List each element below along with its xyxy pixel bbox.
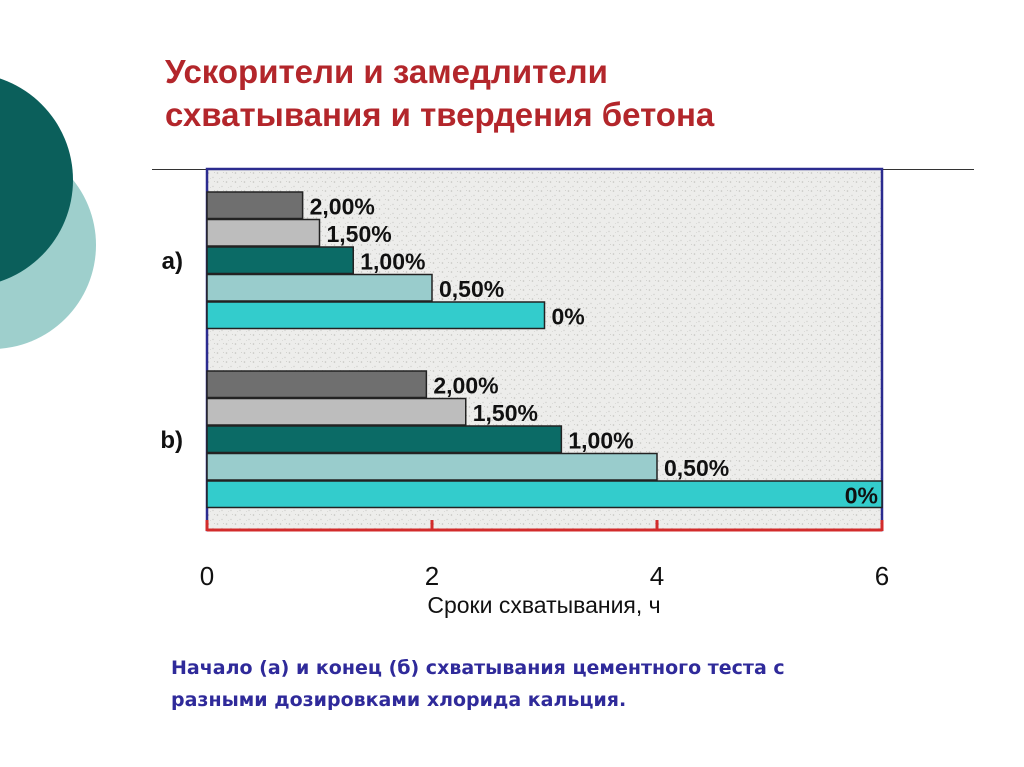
corner-decoration (0, 78, 96, 349)
slide-caption-line-1: Начало (а) и конец (б) схватывания цемен… (171, 657, 785, 679)
x-ticks-layer: 0 2 4 6 (200, 520, 889, 591)
bar (206, 480, 883, 509)
slide-title-line-1: Ускорители и замедлители (165, 53, 608, 90)
bar (206, 425, 563, 454)
x-tick-label: 4 (650, 561, 664, 591)
x-axis-title: Сроки схватывания, ч (427, 592, 660, 618)
bar (206, 370, 428, 399)
bar (206, 218, 321, 247)
bar-value-label: 0% (552, 303, 585, 329)
x-tick-label: 2 (425, 561, 439, 591)
bar (206, 246, 354, 275)
bar (206, 273, 433, 302)
group-label: a) (162, 248, 183, 275)
bar-value-label: 1,50% (327, 221, 392, 247)
x-tick-label: 6 (875, 561, 889, 591)
slide-caption: Начало (а) и конец (б) схватывания цемен… (171, 652, 785, 716)
dark-teal-circle (0, 78, 73, 282)
bar (206, 301, 546, 330)
bar-value-label: 0,50% (664, 455, 729, 481)
x-tick-label: 0 (200, 561, 214, 591)
slide-title: Ускорители и замедлители схватывания и т… (165, 50, 714, 136)
bar-value-label: 1,50% (473, 400, 538, 426)
bar-value-label: 1,00% (360, 248, 425, 274)
bar (206, 397, 467, 426)
slide-caption-line-2: разными дозировками хлорида кальция. (171, 689, 627, 711)
bar-value-label: 0,50% (439, 276, 504, 302)
bar-value-label: 0% (845, 482, 878, 508)
bar (206, 452, 658, 481)
group-label: b) (160, 427, 183, 454)
slide-title-line-2: схватывания и твердения бетона (165, 96, 715, 133)
bars-layer: a)2,00%1,50%1,00%0,50%0%b)2,00%1,50%1,00… (160, 191, 883, 509)
bar (206, 191, 304, 220)
bar-value-label: 2,00% (433, 372, 498, 398)
bar-value-label: 1,00% (568, 427, 633, 453)
bar-value-label: 2,00% (310, 193, 375, 219)
